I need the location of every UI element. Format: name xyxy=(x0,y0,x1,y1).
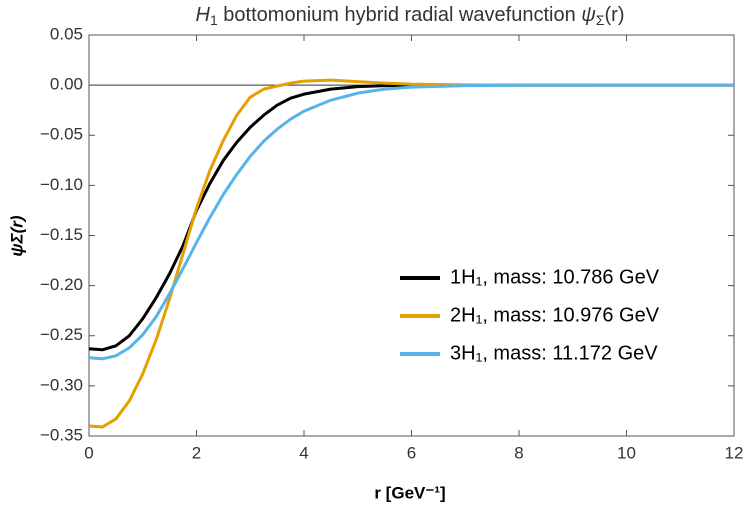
x-tick-label: 0 xyxy=(84,443,93,462)
x-tick-label: 6 xyxy=(407,443,416,462)
y-tick-label: −0.10 xyxy=(40,175,83,194)
y-tick-label: −0.25 xyxy=(40,325,83,344)
title-part: Σ xyxy=(596,12,605,28)
x-tick-label: 10 xyxy=(617,443,636,462)
legend-label: 2H₁, mass: 10.976 GeV xyxy=(450,304,660,326)
title-part: H xyxy=(196,4,211,26)
x-tick-label: 2 xyxy=(192,443,201,462)
y-tick-label: −0.05 xyxy=(40,125,83,144)
y-tick-label: 0.00 xyxy=(50,75,83,94)
y-tick-label: −0.35 xyxy=(40,425,83,444)
x-tick-label: 8 xyxy=(514,443,523,462)
x-tick-label: 12 xyxy=(725,443,744,462)
x-axis-label: r [GeV⁻¹] xyxy=(374,483,445,502)
legend-label: 1H₁, mass: 10.786 GeV xyxy=(450,266,660,288)
series-line xyxy=(88,78,734,429)
x-tick-label: 4 xyxy=(299,443,308,462)
y-tick-label: −0.20 xyxy=(40,275,83,294)
y-tick-label: −0.30 xyxy=(40,375,83,394)
legend-label: 3H₁, mass: 11.172 GeV xyxy=(450,342,658,364)
y-tick-label: 0.05 xyxy=(50,24,83,43)
y-tick-label: −0.15 xyxy=(40,225,83,244)
title-part: ψ xyxy=(581,4,596,26)
title-part: bottomonium hybrid radial wavefunction xyxy=(218,4,582,26)
y-axis-label: ψΣ(r) xyxy=(7,215,26,256)
title-part: 1 xyxy=(210,12,218,28)
title-part: (r) xyxy=(605,4,625,26)
chart-title: H1 bottomonium hybrid radial wavefunctio… xyxy=(196,4,625,27)
series-line xyxy=(88,83,734,361)
